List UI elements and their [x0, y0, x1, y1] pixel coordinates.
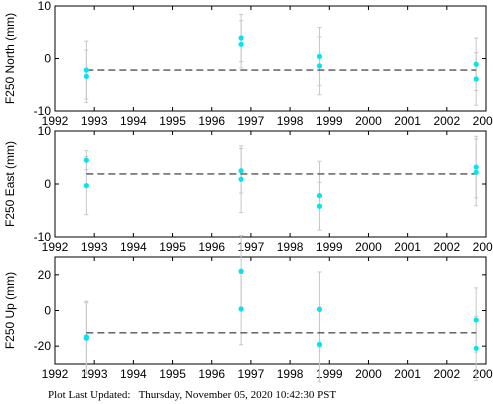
data-point	[238, 268, 244, 274]
x-tick-label: 1999	[316, 367, 343, 381]
x-tick-label: 1992	[42, 114, 69, 128]
data-point	[238, 35, 244, 41]
x-tick-label: 1998	[277, 240, 304, 254]
data-point	[473, 76, 479, 82]
data-point	[316, 63, 323, 69]
footer-timestamp: Thursday, November 05, 2020 10:42:30 PST	[138, 389, 337, 401]
data-point	[316, 203, 323, 209]
data-point	[473, 345, 479, 351]
y-tick-label: -10	[34, 230, 52, 244]
x-tick-label: 1999	[316, 114, 343, 128]
x-tick-label: 2002	[433, 114, 460, 128]
data-point	[316, 193, 323, 199]
data-point	[83, 157, 89, 163]
y-tick-label: 10	[38, 0, 52, 13]
x-tick-label: 1996	[198, 114, 225, 128]
plot-frame	[54, 130, 487, 238]
x-tick-label: 1998	[277, 367, 304, 381]
data-point	[316, 341, 323, 347]
data-point	[473, 164, 479, 170]
data-point	[238, 176, 244, 182]
data-point	[316, 53, 323, 60]
x-tick-label: 2003	[473, 240, 493, 254]
x-tick-label: 1992	[42, 240, 69, 254]
x-tick-label: 2002	[433, 367, 460, 381]
y-tick-label: 20	[38, 268, 52, 282]
x-tick-label: 1996	[198, 240, 225, 254]
data-point	[473, 317, 479, 323]
x-tick-label: 1995	[159, 114, 186, 128]
chart-panel-3: 1992 1993 1994 1995 1996 1997 1998 1999 2000 2001…	[3, 235, 493, 383]
x-tick-label: 2000	[355, 114, 382, 128]
data-point	[473, 169, 479, 175]
x-tick-label: 1993	[81, 240, 108, 254]
y-axis-label: F250 East (mm)	[3, 141, 17, 227]
x-tick-label: 2003	[473, 114, 493, 128]
x-tick-label: 2000	[355, 367, 382, 381]
x-tick-label: 1995	[159, 367, 186, 381]
data-point	[83, 335, 89, 341]
x-tick-label: 2001	[394, 240, 421, 254]
x-tick-label: 1997	[238, 240, 265, 254]
x-tick-label: 1994	[120, 240, 147, 254]
x-tick-label: 2002	[433, 240, 460, 254]
chart-panel-2: 1992 1993 1994 1995 1996 1997 1998 1999 2000 2001…	[3, 124, 493, 254]
plot-frame	[54, 256, 487, 365]
x-tick-label: 1998	[277, 114, 304, 128]
y-tick-label: 0	[44, 52, 51, 66]
x-tick-label: 1992	[42, 367, 69, 381]
y-tick-label: 0	[44, 177, 51, 191]
data-point	[83, 73, 89, 79]
y-tick-label: 10	[38, 124, 52, 138]
data-point	[316, 306, 323, 313]
y-axis-label: F250 North (mm)	[3, 13, 17, 104]
plot-frame	[54, 5, 487, 112]
x-tick-label: 1997	[238, 114, 265, 128]
x-tick-label: 2003	[473, 367, 493, 381]
plot-updated-footer: Plot Last Updated: Thursday, November 05…	[48, 389, 336, 401]
x-tick-label: 2000	[355, 240, 382, 254]
data-point	[83, 182, 89, 189]
data-point	[238, 41, 244, 47]
y-axis-label: F250 Up (mm)	[3, 272, 17, 349]
x-tick-label: 1999	[316, 240, 343, 254]
y-tick-label: -20	[34, 339, 52, 353]
y-tick-label: -10	[34, 104, 52, 118]
y-tick-label: 0	[44, 304, 51, 318]
data-point	[83, 67, 89, 73]
x-tick-label: 1995	[159, 240, 186, 254]
x-tick-label: 1994	[120, 114, 147, 128]
footer-label: Plot Last Updated:	[48, 389, 131, 401]
x-tick-label: 1993	[81, 367, 108, 381]
x-tick-label: 1994	[120, 367, 147, 381]
x-tick-label: 2001	[394, 367, 421, 381]
data-point	[238, 168, 244, 174]
x-tick-label: 1993	[81, 114, 108, 128]
chart-panel-1: 1992 1993 1994 1995 1996 1997 1998 1999 2000 2001…	[3, 0, 493, 128]
x-tick-label: 2001	[394, 114, 421, 128]
data-point	[238, 306, 244, 312]
x-tick-label: 1997	[238, 367, 265, 381]
data-point	[473, 61, 479, 67]
x-tick-label: 1996	[198, 367, 225, 381]
